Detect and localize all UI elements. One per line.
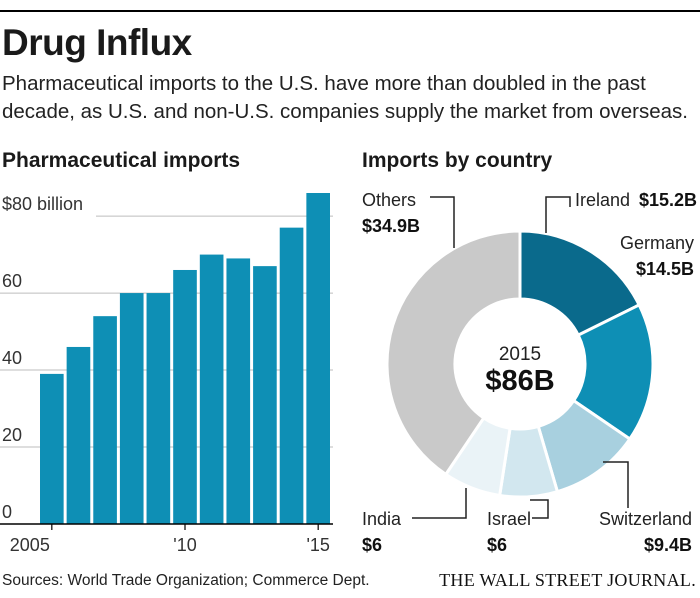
slice-label-others-value: $34.9B xyxy=(362,216,420,236)
y-tick-label: 40 xyxy=(2,348,22,368)
bar-chart-title: Pharmaceutical imports xyxy=(2,149,241,172)
x-tick-label: 2005 xyxy=(10,535,50,555)
pie-chart-title: Imports by country xyxy=(362,149,553,172)
y-tick-label: $80 billion xyxy=(2,194,83,214)
slice-label-india-value: $6 xyxy=(362,535,382,555)
donut-slice-ireland xyxy=(518,229,642,338)
slice-label-germany-value: $14.5B xyxy=(636,259,694,279)
bar xyxy=(66,346,91,524)
slice-label-switzerland-value: $9.4B xyxy=(644,535,692,555)
slice-label-india-name: India xyxy=(362,509,402,529)
bar xyxy=(173,269,197,524)
slice-label-others-name: Others xyxy=(362,190,416,210)
leader-line-others xyxy=(430,196,455,248)
slice-label-germany-name: Germany xyxy=(620,233,694,253)
leader-line-india xyxy=(412,488,467,519)
bar xyxy=(279,227,304,525)
bar xyxy=(199,254,224,524)
leader-line-switzerland xyxy=(603,461,629,508)
bar xyxy=(253,266,277,524)
bar xyxy=(146,293,171,524)
bar-chart: $80 billion 60 40 20 0 2005 '10 '15 xyxy=(0,193,333,555)
y-tick-label: 60 xyxy=(2,271,22,291)
slice-label-israel-name: Israel xyxy=(487,509,531,529)
chart-subtitle: Pharmaceutical imports to the U.S. have … xyxy=(2,72,688,123)
y-tick-label: 20 xyxy=(2,425,22,445)
bar xyxy=(93,316,117,524)
leader-line-ireland xyxy=(545,196,571,233)
slice-label-israel-value: $6 xyxy=(487,535,507,555)
bar xyxy=(306,193,330,524)
top-rule xyxy=(0,10,700,12)
sources-note: Sources: World Trade Organization; Comme… xyxy=(2,572,370,589)
bar xyxy=(119,293,144,524)
bar xyxy=(40,373,64,524)
y-tick-label: 0 xyxy=(2,502,12,522)
donut-center-total: $86B xyxy=(485,365,554,397)
x-tick-label: '15 xyxy=(306,535,329,555)
bar xyxy=(226,258,251,524)
slice-label-switzerland-name: Switzerland xyxy=(599,509,692,529)
x-tick-label: '10 xyxy=(173,535,196,555)
publisher-logo: THE WALL STREET JOURNAL. xyxy=(439,570,696,590)
slice-label-ireland-value: $15.2B xyxy=(639,190,697,210)
chart-title: Drug Influx xyxy=(2,22,192,63)
leader-line-israel xyxy=(530,499,549,519)
slice-label-ireland-name: Ireland xyxy=(575,190,630,210)
donut-center-year: 2015 xyxy=(499,344,541,365)
donut-slice-others xyxy=(385,229,522,477)
